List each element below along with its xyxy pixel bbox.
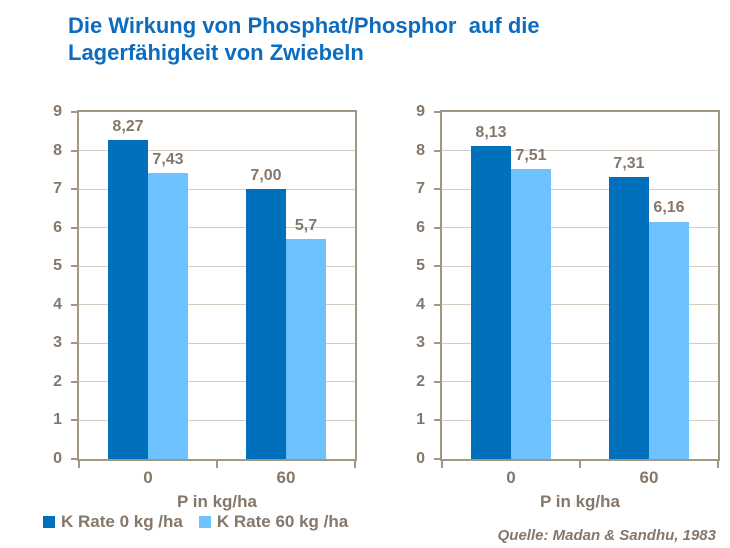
gridline xyxy=(442,419,718,421)
y-axis-label: 1 xyxy=(416,411,425,429)
y-axis-tick xyxy=(71,419,78,422)
y-axis-tick xyxy=(434,303,441,306)
y-axis-tick xyxy=(71,226,78,229)
y-axis-label: 3 xyxy=(53,334,62,352)
bar-k-rate-60-p60 xyxy=(649,221,689,459)
y-axis-tick xyxy=(71,265,78,268)
chart-legend: K Rate 0 kg /ha K Rate 60 kg /ha xyxy=(43,512,348,532)
bar-k-rate-60-p0 xyxy=(148,172,188,459)
gridline xyxy=(442,188,718,190)
y-axis-tick xyxy=(71,380,78,383)
y-axis-label: 5 xyxy=(416,257,425,275)
y-axis-label: 6 xyxy=(53,218,62,236)
y-axis-label: 6 xyxy=(416,218,425,236)
bar-k-rate-0-p60 xyxy=(609,177,649,459)
y-axis-tick xyxy=(71,342,78,345)
y-axis-tick xyxy=(434,419,441,422)
gridline xyxy=(442,150,718,152)
x-category-label: 0 xyxy=(143,468,153,487)
source-citation: Quelle: Madan & Sandhu, 1983 xyxy=(497,527,716,544)
x-category-label: 0 xyxy=(506,468,516,487)
bar-value-label: 8,13 xyxy=(475,123,507,141)
bar-value-label: 7,51 xyxy=(515,147,547,165)
y-axis-label: 0 xyxy=(416,450,425,467)
y-axis-label: 4 xyxy=(416,295,425,313)
y-axis-label: 0 xyxy=(53,450,62,467)
y-axis-label: 8 xyxy=(416,141,425,159)
y-axis-label: 9 xyxy=(53,103,62,120)
gridline xyxy=(79,381,355,383)
y-axis-tick xyxy=(71,111,78,113)
gridline xyxy=(79,265,355,267)
bar-chart-right: 0 1 2 3 4 5 6 7 8 9 8,13 7,51 0 7,31 6,16 60 P in kg/ha xyxy=(416,103,720,511)
y-axis-label: 2 xyxy=(53,372,62,390)
y-axis-tick xyxy=(434,149,441,152)
bar-value-label: 7,43 xyxy=(152,150,184,168)
y-axis-label: 1 xyxy=(53,411,62,429)
y-axis-tick xyxy=(71,149,78,152)
y-axis-label: 8 xyxy=(53,141,62,159)
x-axis-tick xyxy=(579,461,581,468)
bar-k-rate-0-p0 xyxy=(108,140,148,459)
y-axis-label: 2 xyxy=(416,372,425,390)
bar-value-label: 5,7 xyxy=(294,217,318,235)
gridline xyxy=(79,150,355,152)
gridline xyxy=(442,304,718,306)
gridline xyxy=(442,381,718,383)
gridline xyxy=(442,342,718,344)
legend-item-k-rate-0: K Rate 0 kg /ha xyxy=(43,512,183,532)
bar-value-label: 7,31 xyxy=(613,155,645,173)
y-axis-tick xyxy=(71,188,78,191)
bar-value-label: 7,00 xyxy=(250,167,282,185)
y-axis-tick xyxy=(71,303,78,306)
bar-value-label: 8,27 xyxy=(112,118,144,136)
x-axis-tick xyxy=(216,461,218,468)
y-axis-tick xyxy=(434,188,441,191)
x-axis-title: P in kg/ha xyxy=(540,492,620,511)
y-axis-tick xyxy=(434,342,441,345)
gridline xyxy=(79,304,355,306)
gridline xyxy=(79,227,355,229)
x-axis-tick xyxy=(717,461,719,468)
legend-swatch-light-blue-icon xyxy=(198,516,211,528)
gridline xyxy=(442,227,718,229)
bar-value-label: 6,16 xyxy=(653,199,685,217)
legend-swatch-dark-blue-icon xyxy=(43,516,55,528)
legend-item-k-rate-60: K Rate 60 kg /ha xyxy=(198,512,349,532)
x-category-label: 60 xyxy=(276,468,296,487)
y-axis-tick xyxy=(434,265,441,268)
y-axis-tick xyxy=(434,380,441,383)
bar-k-rate-0-p0 xyxy=(471,145,511,459)
y-axis-tick xyxy=(434,226,441,229)
bar-chart-left: 0 1 2 3 4 5 6 7 8 9 8,27 7,43 0 7,00 5,7 60 P in kg/ha xyxy=(53,103,357,511)
x-category-label: 60 xyxy=(639,468,659,487)
y-axis-label: 7 xyxy=(416,180,425,198)
x-axis-tick xyxy=(78,461,80,468)
bar-k-rate-60-p60 xyxy=(286,239,326,459)
legend-label-k-rate-60: K Rate 60 kg /ha xyxy=(216,512,349,531)
y-axis-tick xyxy=(434,458,441,460)
gridline xyxy=(79,342,355,344)
y-axis-label: 7 xyxy=(53,180,62,198)
y-axis-tick xyxy=(71,458,78,460)
x-axis-tick xyxy=(354,461,356,468)
gridline xyxy=(442,265,718,267)
bar-k-rate-60-p0 xyxy=(511,169,551,459)
gridline xyxy=(79,188,355,190)
x-axis-tick xyxy=(441,461,443,468)
legend-label-k-rate-0: K Rate 0 kg /ha xyxy=(61,512,183,531)
bar-k-rate-0-p60 xyxy=(246,189,286,459)
y-axis-label: 4 xyxy=(53,295,62,313)
y-axis-label: 9 xyxy=(416,103,425,120)
gridline xyxy=(79,419,355,421)
y-axis-label: 3 xyxy=(416,334,425,352)
y-axis-tick xyxy=(434,111,441,113)
y-axis-label: 5 xyxy=(53,257,62,275)
x-axis-title: P in kg/ha xyxy=(177,492,257,511)
slide-title: Die Wirkung von Phosphat/Phosphor auf di… xyxy=(68,13,540,65)
